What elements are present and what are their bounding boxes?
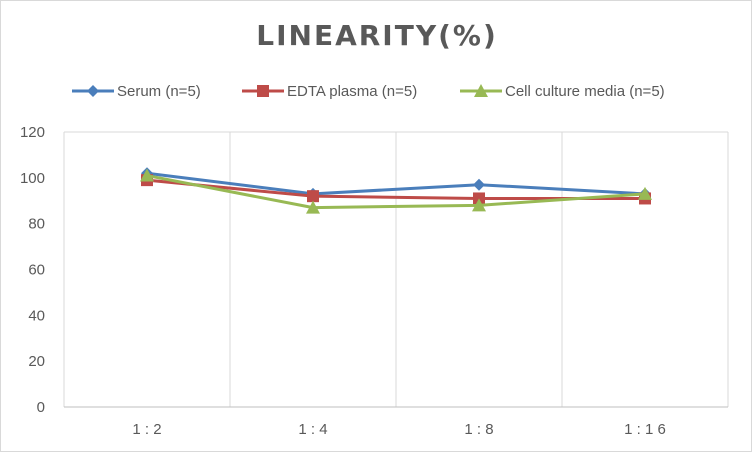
y-tick-label: 120 <box>20 124 45 141</box>
legend: Serum (n=5) EDTA plasma (n=5) Cell cultu… <box>1 79 752 103</box>
y-tick-label: 80 <box>28 216 45 233</box>
series-line-cell-culture-media <box>146 174 646 210</box>
data-point-cell-culture-media <box>472 198 486 212</box>
y-tick-label: 40 <box>28 307 45 324</box>
data-point-edta-plasma <box>307 190 319 203</box>
series-line-serum <box>146 171 646 196</box>
x-tick-label: 1 : 4 <box>298 421 327 438</box>
x-tick-label: 1 : 2 <box>132 421 161 438</box>
x-tick-label: 1 : 1 6 <box>624 421 666 438</box>
legend-marker-edta-plasma <box>242 85 284 97</box>
data-point-cell-culture-media <box>306 200 320 214</box>
y-tick-label: 0 <box>37 399 45 416</box>
data-point-cell-culture-media <box>638 186 652 200</box>
legend-label-serum: Serum (n=5) <box>117 82 201 100</box>
y-tick-label: 20 <box>28 353 45 370</box>
y-tick-label: 60 <box>28 262 45 279</box>
data-point-cell-culture-media <box>140 168 154 182</box>
legend-marker-cell-culture-media <box>460 84 502 97</box>
x-tick-label: 1 : 8 <box>464 421 493 438</box>
legend-label-edta-plasma: EDTA plasma (n=5) <box>287 82 418 100</box>
legend-item-cell-culture-media: Cell culture media (n=5) <box>459 79 665 103</box>
y-tick-label: 100 <box>20 170 45 187</box>
legend-item-edta-plasma: EDTA plasma (n=5) <box>241 79 417 103</box>
legend-marker-serum <box>72 85 114 97</box>
data-point-serum <box>473 178 485 191</box>
chart-title: LINEARITY(%) <box>256 19 498 52</box>
legend-item-serum: Serum (n=5) <box>71 79 201 103</box>
legend-label-cell-culture-media: Cell culture media (n=5) <box>505 82 665 100</box>
